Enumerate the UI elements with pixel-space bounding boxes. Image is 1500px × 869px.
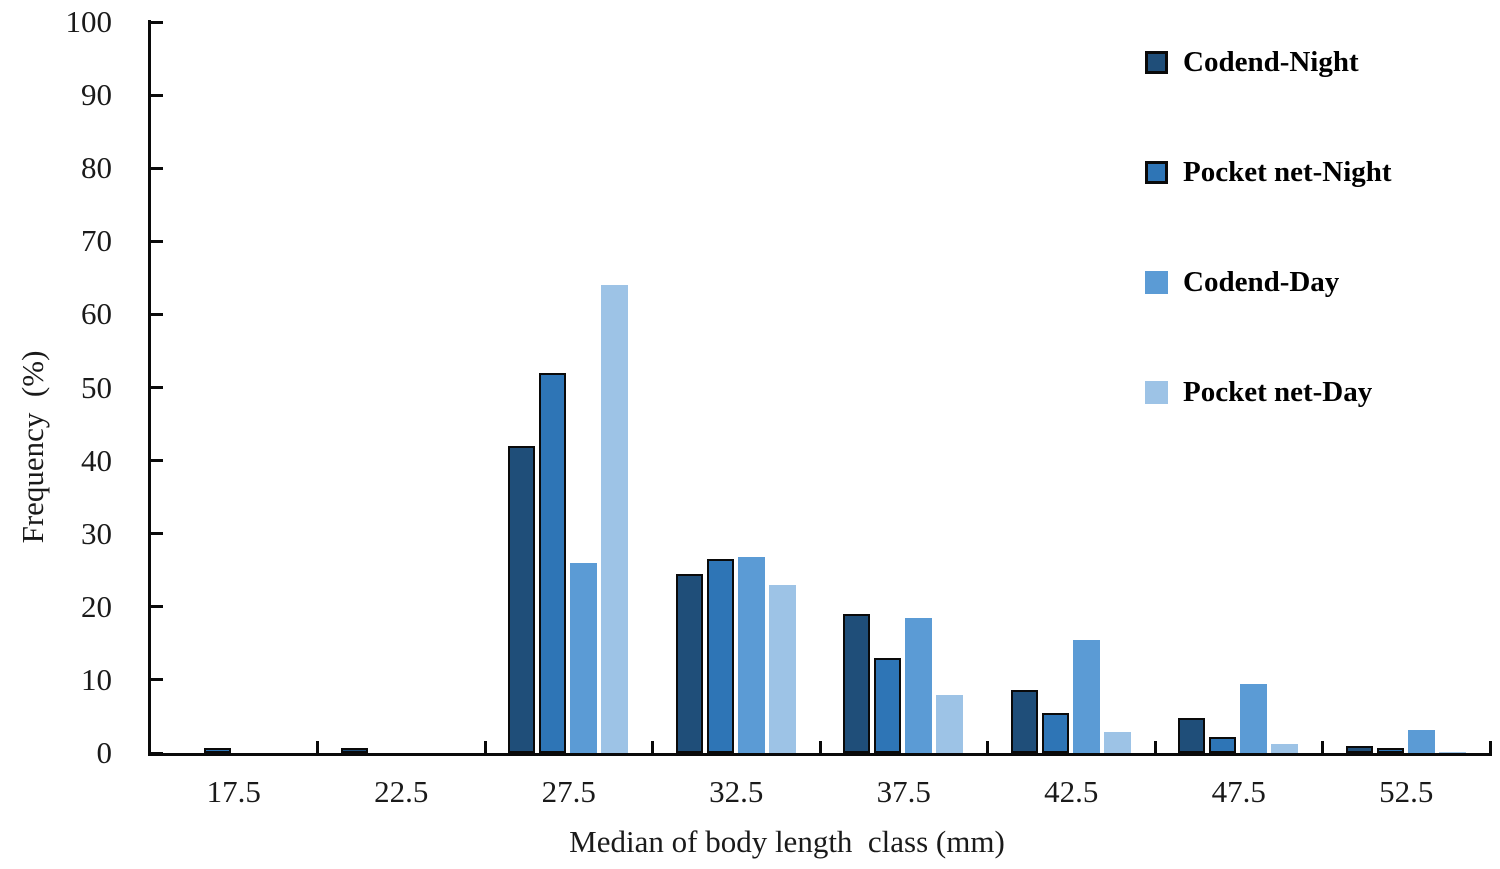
bar <box>204 747 231 753</box>
x-tick <box>651 741 654 753</box>
bar <box>570 562 597 753</box>
y-tick-label: 0 <box>96 735 113 770</box>
x-axis-title: Median of body length class (mm) <box>569 824 1005 859</box>
x-tick-label: 52.5 <box>1379 774 1434 809</box>
x-tick-label: 47.5 <box>1211 774 1266 809</box>
legend-item: Pocket net-Day <box>1145 375 1392 408</box>
x-tick-label: 22.5 <box>374 774 429 809</box>
y-tick <box>151 386 163 389</box>
y-tick-label: 70 <box>81 223 112 259</box>
bar <box>737 557 765 753</box>
y-tick <box>151 751 163 755</box>
x-tick-label: 42.5 <box>1044 774 1099 809</box>
y-tick <box>151 678 163 682</box>
y-axis-title: Frequency (%) <box>15 350 50 544</box>
legend-item: Codend-Night <box>1145 45 1392 78</box>
x-tick <box>316 741 319 753</box>
bar <box>874 657 901 753</box>
bar <box>1438 751 1466 753</box>
legend-item: Pocket net-Night <box>1145 155 1392 188</box>
bar <box>1376 747 1404 753</box>
bar <box>1072 640 1100 753</box>
legend-swatch <box>1145 270 1168 294</box>
y-axis-line <box>148 20 151 756</box>
x-axis-line <box>148 753 1492 756</box>
x-tick <box>818 741 822 753</box>
bar <box>905 617 932 753</box>
bar <box>843 614 870 753</box>
y-tick-label: 10 <box>81 661 112 697</box>
bar <box>1271 744 1298 753</box>
y-tick-label: 40 <box>81 442 112 478</box>
y-tick <box>151 239 163 243</box>
bar <box>1407 729 1435 753</box>
x-tick <box>483 741 487 753</box>
bar <box>1209 736 1236 753</box>
bar <box>1103 731 1131 753</box>
y-tick <box>151 532 163 536</box>
legend-label: Pocket net-Night <box>1183 155 1392 188</box>
legend: Codend-Night Pocket net-Night Codend-Day Po… <box>1145 45 1392 408</box>
bar <box>508 445 535 753</box>
x-tick <box>1488 741 1492 753</box>
y-tick-label: 20 <box>81 588 112 624</box>
bar <box>340 747 368 753</box>
y-tick-label: 80 <box>81 150 112 186</box>
bar <box>539 372 566 753</box>
x-tick-label: 17.5 <box>206 774 261 809</box>
bar <box>768 584 796 753</box>
y-tick-label: 60 <box>81 296 112 332</box>
x-tick-label: 27.5 <box>541 774 596 809</box>
bar <box>1345 745 1373 753</box>
y-tick <box>151 605 163 609</box>
bar <box>706 559 734 753</box>
x-tick <box>1321 741 1324 753</box>
y-tick-label: 50 <box>81 369 112 405</box>
bar <box>1010 690 1038 753</box>
bar <box>675 573 703 753</box>
y-tick-label: 100 <box>65 4 113 39</box>
x-tick-label: 32.5 <box>709 774 764 809</box>
bar <box>936 694 963 753</box>
legend-swatch <box>1145 380 1168 404</box>
x-tick <box>1153 741 1157 753</box>
x-tick-label: 37.5 <box>876 774 931 809</box>
y-tick-label: 90 <box>81 77 112 113</box>
legend-item: Codend-Day <box>1145 265 1392 298</box>
y-tick <box>151 166 163 170</box>
y-tick <box>151 20 163 24</box>
y-tick <box>151 459 163 463</box>
bar <box>1178 717 1205 753</box>
bar <box>1240 683 1267 753</box>
y-tick-label: 30 <box>81 515 112 551</box>
legend-label: Codend-Night <box>1183 45 1359 78</box>
bar <box>1041 712 1069 753</box>
y-tick <box>151 312 163 316</box>
legend-label: Pocket net-Day <box>1183 375 1373 408</box>
x-tick <box>986 741 989 753</box>
legend-swatch <box>1145 160 1168 184</box>
legend-swatch <box>1145 50 1168 74</box>
y-tick <box>151 93 163 97</box>
legend-label: Codend-Day <box>1183 265 1340 298</box>
bar <box>601 285 628 753</box>
